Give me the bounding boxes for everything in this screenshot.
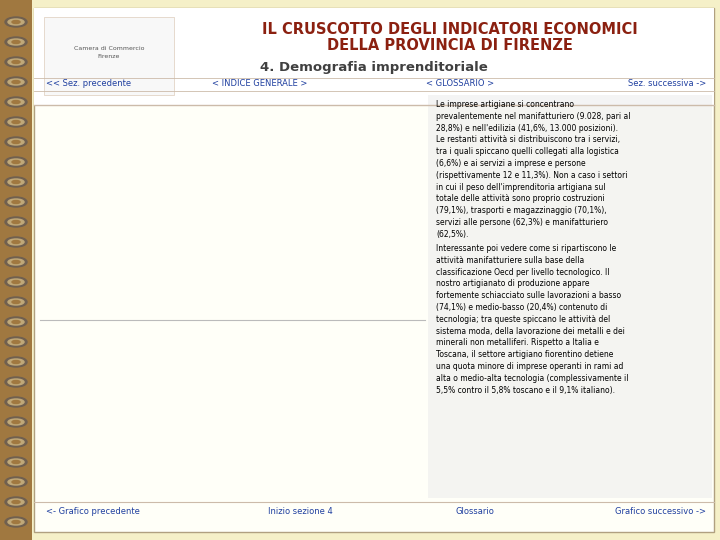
Ellipse shape	[8, 339, 24, 345]
Text: < GLOSSARIO >: < GLOSSARIO >	[426, 79, 494, 89]
Ellipse shape	[8, 419, 24, 425]
Ellipse shape	[5, 137, 27, 147]
Ellipse shape	[8, 459, 24, 465]
FancyBboxPatch shape	[34, 8, 714, 105]
Ellipse shape	[12, 200, 20, 204]
Ellipse shape	[12, 521, 20, 523]
Wedge shape	[227, 115, 261, 204]
Ellipse shape	[8, 399, 24, 405]
Ellipse shape	[8, 239, 24, 245]
Ellipse shape	[8, 379, 24, 385]
Ellipse shape	[12, 321, 20, 323]
Ellipse shape	[5, 77, 27, 87]
Text: IL CRUSCOTTO DEGLI INDICATORI ECONOMICI: IL CRUSCOTTO DEGLI INDICATORI ECONOMICI	[262, 23, 638, 37]
Ellipse shape	[12, 240, 20, 244]
Ellipse shape	[8, 519, 24, 525]
Ellipse shape	[5, 117, 27, 127]
Text: Serv. alla
imprese: 12,%
3.830: Serv. alla imprese: 12,% 3.830	[30, 188, 165, 260]
Bar	[256, 450, 298, 486]
Ellipse shape	[12, 21, 20, 24]
Ellipse shape	[8, 159, 24, 165]
Bar	[170, 478, 212, 486]
Ellipse shape	[8, 259, 24, 265]
Ellipse shape	[8, 79, 24, 85]
Ellipse shape	[12, 160, 20, 164]
Wedge shape	[228, 124, 317, 254]
Ellipse shape	[5, 57, 27, 67]
Text: Serv. a le
persone: 11,3%
3.550: Serv. a le persone: 11,3% 3.550	[21, 154, 191, 193]
Text: Sez. successiva ->: Sez. successiva ->	[628, 79, 706, 89]
Ellipse shape	[5, 37, 27, 47]
Ellipse shape	[12, 220, 20, 224]
Ellipse shape	[12, 40, 20, 44]
Ellipse shape	[12, 421, 20, 423]
Text: Le imprese artigiane si concentrano
prevalentemente nel manifatturiero (9.028, p: Le imprese artigiane si concentrano prev…	[436, 100, 631, 239]
Ellipse shape	[5, 457, 27, 467]
Text: Manifatt.: 28,8%
9.078: Manifatt.: 28,8% 9.078	[289, 163, 400, 188]
Ellipse shape	[8, 499, 24, 505]
Ellipse shape	[8, 219, 24, 225]
Text: 74,1%: 74,1%	[347, 343, 378, 352]
Ellipse shape	[8, 179, 24, 185]
Text: 4. Demografia imprenditoriale: 4. Demografia imprenditoriale	[260, 62, 488, 75]
Ellipse shape	[8, 99, 24, 105]
Text: Glossario: Glossario	[456, 508, 495, 516]
Ellipse shape	[12, 341, 20, 343]
Ellipse shape	[5, 417, 27, 427]
Ellipse shape	[12, 260, 20, 264]
Wedge shape	[228, 122, 264, 204]
Ellipse shape	[5, 217, 27, 227]
Ellipse shape	[12, 180, 20, 184]
Ellipse shape	[8, 39, 24, 45]
Ellipse shape	[8, 19, 24, 25]
Text: Agricoltura: 0,6%
178: Agricoltura: 0,6% 178	[256, 84, 354, 143]
Ellipse shape	[12, 280, 20, 284]
Ellipse shape	[12, 140, 20, 144]
Ellipse shape	[8, 299, 24, 305]
FancyBboxPatch shape	[0, 0, 32, 540]
Text: 20,4%: 20,4%	[261, 438, 292, 447]
Ellipse shape	[5, 377, 27, 387]
Ellipse shape	[12, 441, 20, 443]
Ellipse shape	[12, 381, 20, 383]
Text: 1,1%: 1,1%	[93, 472, 118, 481]
Wedge shape	[206, 115, 227, 204]
Ellipse shape	[8, 279, 24, 285]
Ellipse shape	[8, 59, 24, 65]
Ellipse shape	[8, 479, 24, 485]
Ellipse shape	[5, 517, 27, 527]
Ellipse shape	[8, 199, 24, 205]
Wedge shape	[137, 210, 299, 299]
Ellipse shape	[5, 337, 27, 347]
Ellipse shape	[12, 501, 20, 503]
Ellipse shape	[5, 437, 27, 447]
Wedge shape	[137, 151, 225, 210]
Text: 4,4%: 4,4%	[179, 467, 204, 476]
Ellipse shape	[12, 361, 20, 363]
FancyBboxPatch shape	[44, 17, 174, 95]
Ellipse shape	[8, 439, 24, 445]
Ellipse shape	[8, 319, 24, 325]
Ellipse shape	[8, 139, 24, 145]
Ellipse shape	[5, 317, 27, 327]
Wedge shape	[156, 118, 226, 204]
FancyBboxPatch shape	[34, 8, 714, 532]
Ellipse shape	[12, 120, 20, 124]
Text: < INDICE GENERALE >: < INDICE GENERALE >	[212, 79, 307, 89]
Bar	[341, 355, 384, 486]
Ellipse shape	[5, 497, 27, 507]
Ellipse shape	[5, 257, 27, 267]
Ellipse shape	[5, 17, 27, 27]
Bar	[84, 484, 127, 486]
Ellipse shape	[5, 97, 27, 107]
Text: Edilizia: 41,6%
13.026: Edilizia: 41,6% 13.026	[213, 267, 336, 346]
Ellipse shape	[5, 197, 27, 207]
Ellipse shape	[5, 357, 27, 367]
Ellipse shape	[5, 237, 27, 247]
Ellipse shape	[8, 359, 24, 365]
Ellipse shape	[5, 277, 27, 287]
Text: << Sez. precedente: << Sez. precedente	[46, 79, 131, 89]
FancyBboxPatch shape	[428, 95, 712, 498]
Text: Logistica: 6,6%
2.077: Logistica: 6,6% 2.077	[196, 77, 249, 137]
